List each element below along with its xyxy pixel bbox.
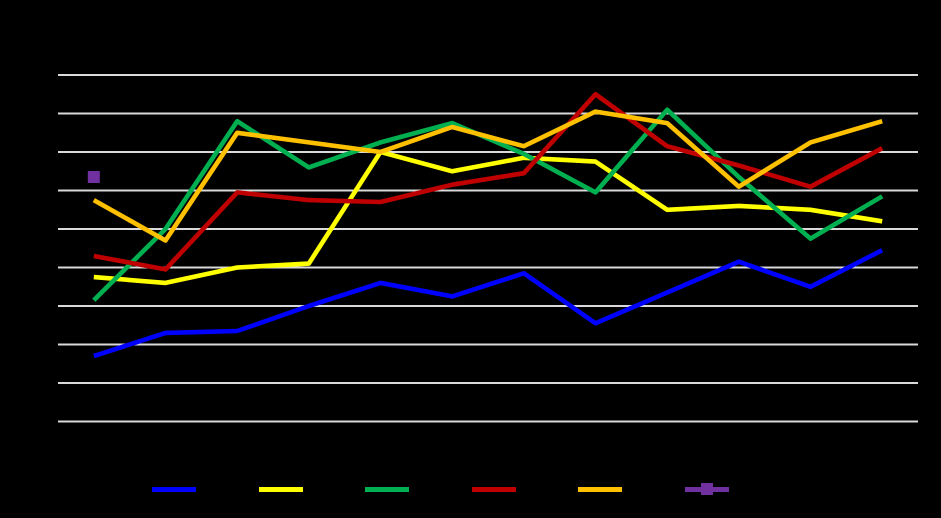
legend-swatch-series-orange: [578, 487, 622, 492]
legend-swatch-series-red: [471, 487, 516, 492]
legend-item-series-green: [365, 480, 472, 498]
series-purple-marker: [87, 171, 100, 183]
legend-item-series-yellow: [258, 480, 366, 498]
legend-swatch-series-green: [365, 487, 409, 492]
legend-swatch-series-blue: [152, 487, 196, 492]
legend: [0, 480, 941, 502]
legend-item-series-purple: [684, 480, 792, 498]
legend-item-series-red: [471, 480, 579, 498]
series-yellow-line: [93, 149, 883, 286]
series-blue-line: [93, 248, 884, 359]
legend-item-series-orange: [578, 480, 685, 498]
legend-marker-series-purple: [700, 483, 713, 495]
series-red-line: [93, 92, 884, 272]
legend-swatch-series-yellow: [258, 487, 303, 492]
legend-item-series-blue: [152, 480, 259, 498]
series-orange-line: [92, 109, 883, 243]
